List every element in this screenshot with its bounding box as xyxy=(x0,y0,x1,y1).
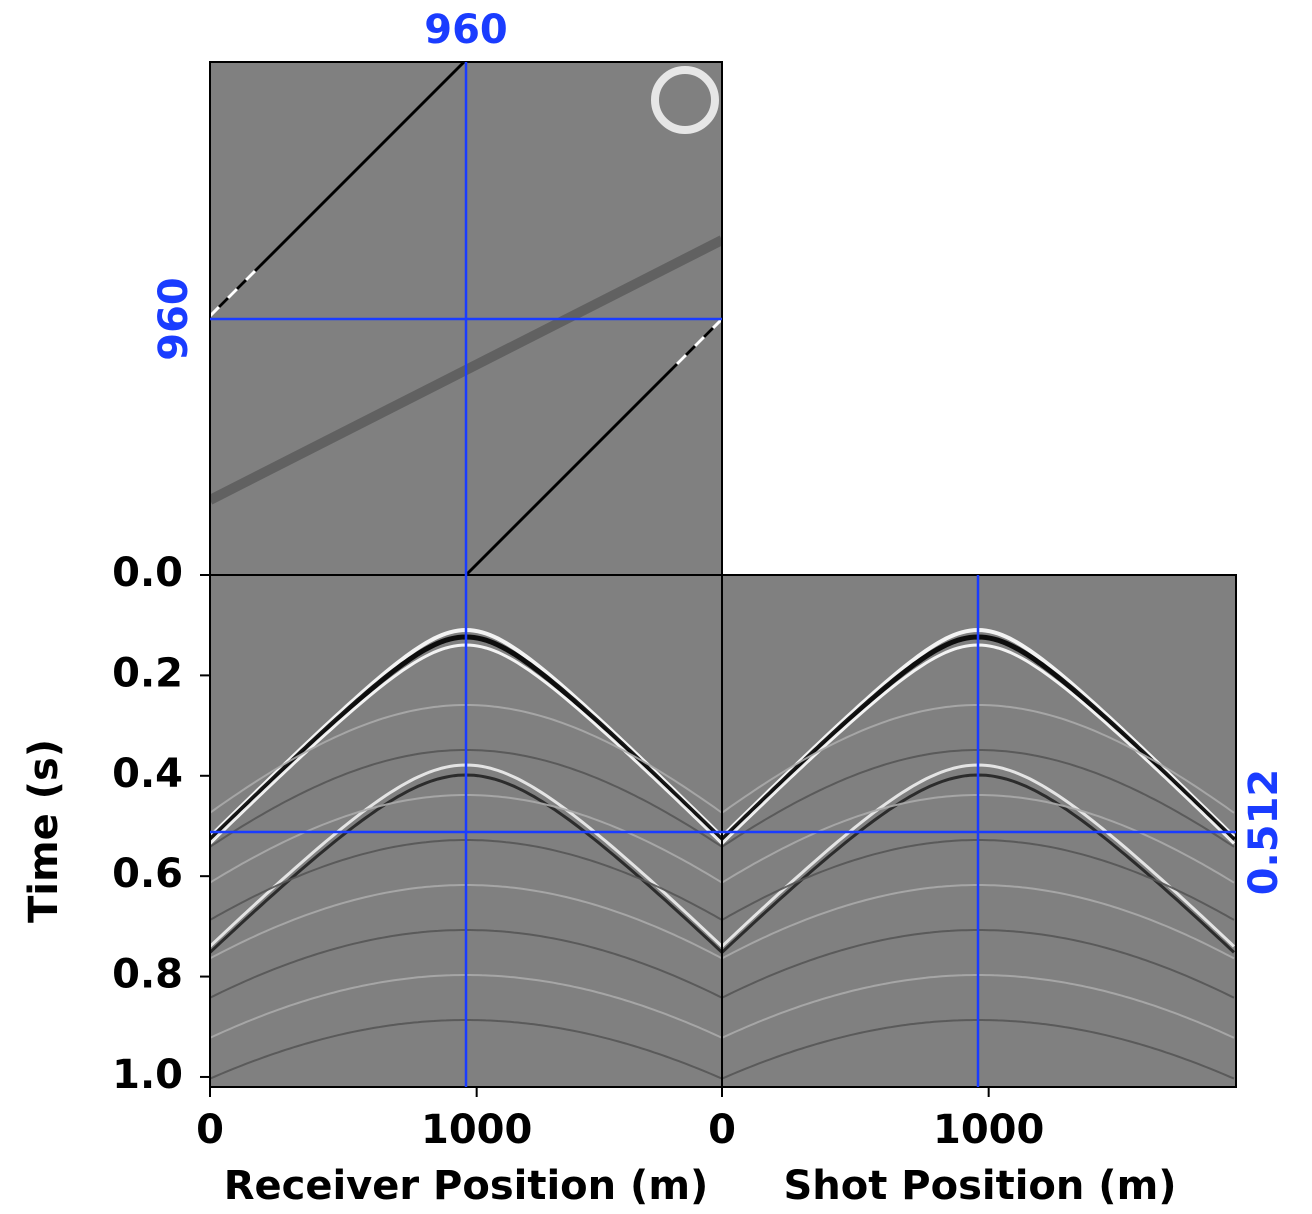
shot-axis-label: Shot Position (m) xyxy=(783,1163,1176,1209)
x-tick-label: 0 xyxy=(196,1107,224,1153)
y-tick-label: 0.0 xyxy=(112,550,183,596)
y-axis-label: Time (s) xyxy=(21,739,67,923)
band xyxy=(253,62,467,273)
crosshair-label: 0.512 xyxy=(1241,769,1287,896)
x-tick-label: 1000 xyxy=(421,1107,532,1153)
x-tick-label: 0 xyxy=(708,1107,736,1153)
crosshair-label: 960 xyxy=(424,7,508,53)
ring xyxy=(651,66,719,134)
y-tick-label: 0.4 xyxy=(112,751,183,797)
y-tick-label: 0.8 xyxy=(112,952,183,998)
y-tick-label: 0.6 xyxy=(112,851,183,897)
y-tick-label: 0.2 xyxy=(112,650,183,696)
x-tick-label: 1000 xyxy=(933,1107,1044,1153)
crosshair-label: 960 xyxy=(151,277,197,361)
receiver-axis-label: Receiver Position (m) xyxy=(224,1163,709,1209)
band xyxy=(463,362,679,575)
y-tick-label: 1.0 xyxy=(112,1052,183,1098)
